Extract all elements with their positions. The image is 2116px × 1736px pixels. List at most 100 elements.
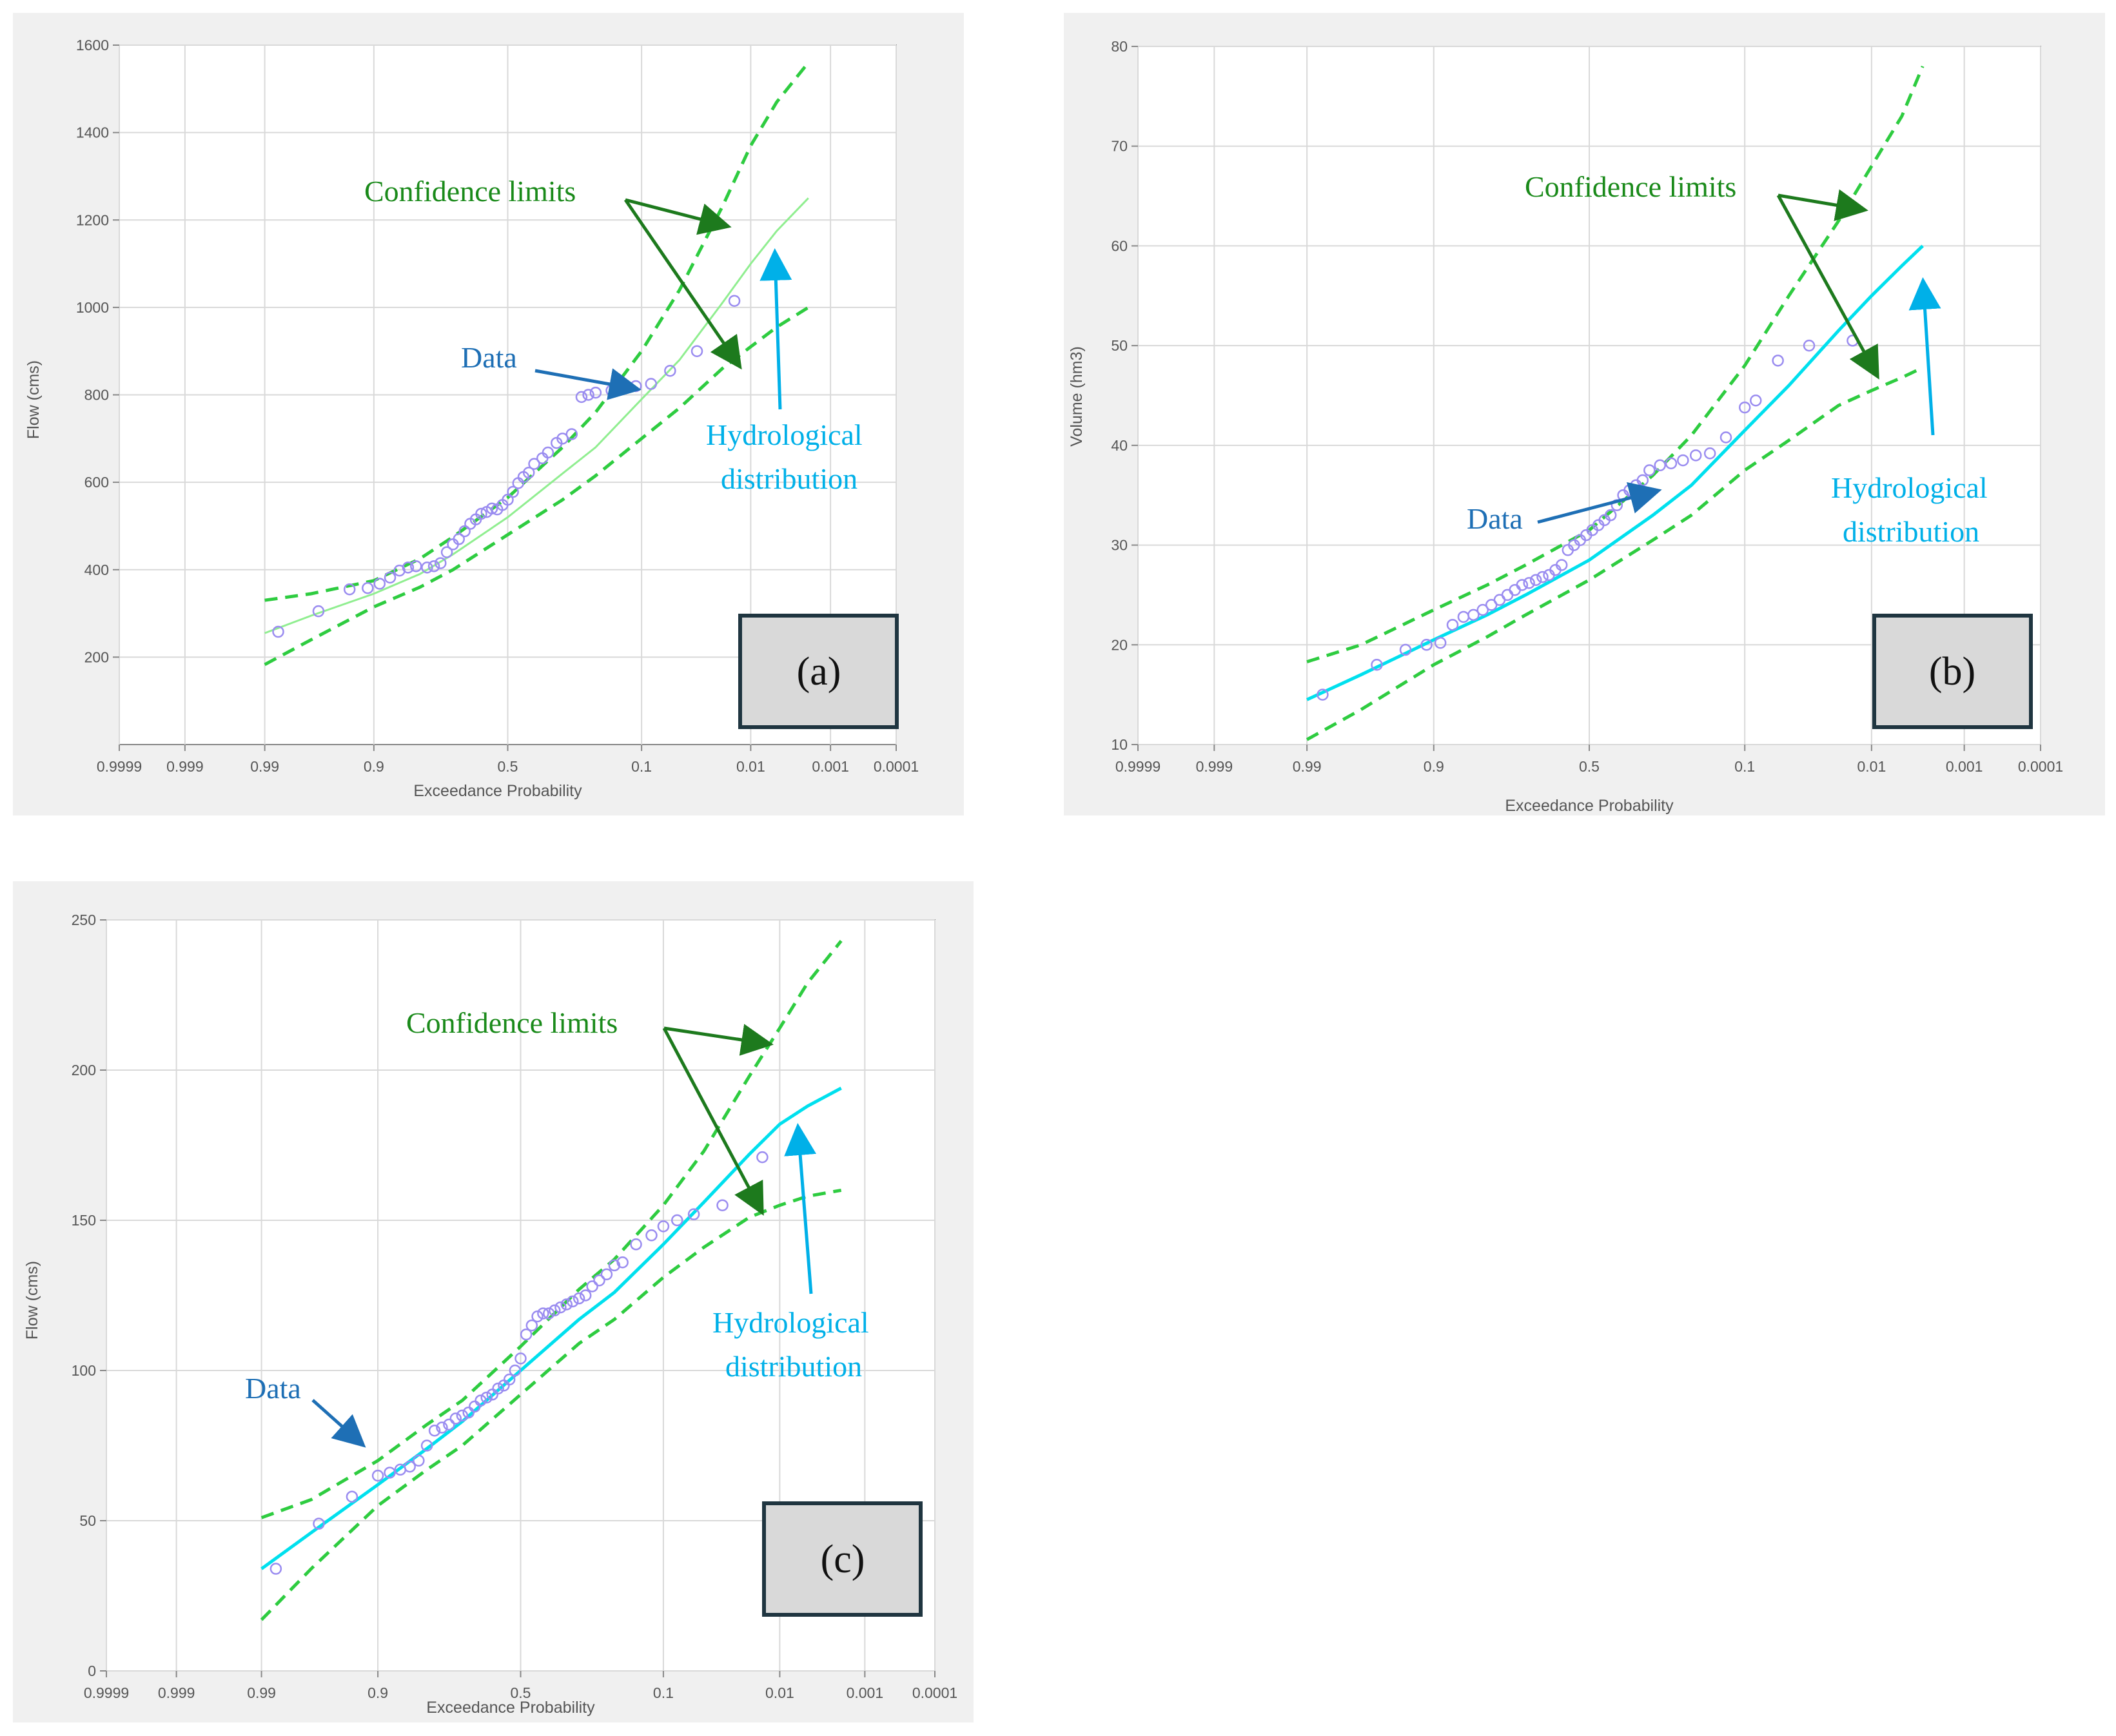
data-point (428, 1424, 441, 1437)
distribution-line (260, 1086, 842, 1570)
data-point (1654, 459, 1666, 472)
distribution-label-line1-c: Hydrological (712, 1306, 869, 1339)
data-arrow-c (311, 1399, 366, 1448)
x-tick-label: 0.001 (812, 758, 849, 775)
confidence-arrow-upper-a (625, 198, 732, 235)
data-point (554, 1301, 567, 1314)
data-point (671, 1214, 683, 1227)
data-point (522, 466, 535, 479)
x-ticks-b: 0.9999 0.999 0.99 0.9 0.5 0.1 0.01 0.001 0.0001 (1115, 745, 2063, 775)
data-point (371, 1469, 384, 1482)
upper-confidence-line (260, 940, 843, 1519)
data-label-b: Data (1467, 502, 1523, 535)
x-tick-label: 0.0001 (912, 1684, 957, 1701)
upper-confidence-line (264, 61, 810, 602)
data-point (560, 1298, 573, 1311)
data-point (645, 378, 658, 390)
data-point (528, 458, 540, 470)
x-tick-label: 0.999 (1196, 758, 1233, 775)
y-tick-label: 30 (1111, 537, 1128, 554)
data-point (542, 446, 554, 459)
data-point (404, 1460, 416, 1473)
data-point (509, 1364, 522, 1377)
data-point (421, 561, 433, 574)
x-tick-label: 0.001 (847, 1684, 884, 1701)
x-tick-label: 0.9999 (97, 758, 142, 775)
curves-c (260, 940, 843, 1621)
data-point (485, 502, 498, 515)
data-point (537, 1307, 549, 1320)
data-point (402, 561, 415, 574)
panel-label-box-a (738, 614, 899, 729)
data-point (456, 1409, 469, 1422)
data-point (514, 1352, 527, 1365)
chart-panel-c: 0.9999 0.999 0.99 0.9 0.5 0.1 0.01 0.001 0.0001 … (13, 881, 974, 1722)
y-tick-label: 20 (1111, 636, 1128, 653)
data-point (1467, 609, 1480, 621)
distribution-arrow-c (784, 1123, 817, 1294)
data-point (272, 625, 284, 638)
y-ticks-a: 200 400 600 800 1000 1200 1400 1600 (76, 37, 119, 665)
x-tick-label: 0.9999 (1115, 758, 1161, 775)
x-tick-label: 0.9 (1424, 758, 1444, 775)
panel-label-c: (c) (821, 1537, 865, 1581)
data-point (1703, 447, 1716, 460)
data-point (507, 485, 519, 498)
data-point (1536, 571, 1549, 583)
curves-b (1306, 65, 1925, 741)
confidence-label-a: Confidence limits (364, 175, 576, 208)
y-tick-label: 400 (84, 561, 109, 578)
data-point (579, 1289, 592, 1302)
x-tick-label: 0.0001 (874, 758, 919, 775)
y-tick-label: 60 (1111, 237, 1128, 254)
data-point (1516, 579, 1529, 591)
x-tick-label: 0.01 (736, 758, 765, 775)
confidence-arrow-lower-a (623, 199, 742, 370)
x-tick-label: 0.99 (1293, 758, 1322, 775)
data-point (1446, 619, 1459, 631)
data-point (420, 1439, 433, 1452)
lower-confidence-line (264, 306, 810, 667)
panel-label-b: (b) (1929, 650, 1975, 694)
y-axis-label-a: Flow (cms) (24, 360, 43, 439)
y-tick-label: 100 (72, 1362, 96, 1379)
data-point (343, 583, 356, 596)
data-point (503, 1373, 516, 1386)
chart-svg-b: 0.9999 0.999 0.99 0.9 0.5 0.1 0.01 0.001 0.0001 … (1068, 38, 2063, 815)
y-tick-label: 1000 (76, 299, 109, 316)
x-tick-label: 0.1 (653, 1684, 674, 1701)
data-point (475, 507, 487, 520)
data-point (1738, 401, 1751, 414)
x-tick-label: 0.5 (498, 758, 518, 775)
y-tick-label: 80 (1111, 38, 1128, 55)
chart-panel-b: 0.9999 0.999 0.99 0.9 0.5 0.1 0.01 0.001 0.0001 … (1064, 13, 2105, 815)
y-tick-label: 800 (84, 387, 109, 404)
x-tick-label: 0.999 (158, 1684, 195, 1701)
x-tick-label: 0.99 (247, 1684, 276, 1701)
x-tick-label: 0.01 (1857, 758, 1886, 775)
x-tick-label: 0.99 (250, 758, 279, 775)
data-point (608, 1259, 621, 1272)
data-point (616, 1256, 629, 1269)
confidence-arrow-lower-c (662, 1027, 764, 1216)
y-tick-label: 10 (1111, 736, 1128, 753)
x-axis-label-b: Exceedance Probability (1505, 797, 1674, 815)
data-point (269, 1563, 282, 1575)
confidence-label-b: Confidence limits (1525, 170, 1736, 203)
y-tick-label: 1400 (76, 124, 109, 141)
distribution-arrow-a (759, 248, 792, 410)
x-tick-label: 0.001 (1946, 758, 1983, 775)
data-point (413, 1454, 425, 1467)
data-point (593, 1274, 605, 1287)
distribution-label-line1-b: Hydrological (1831, 471, 1988, 504)
data-point (492, 1382, 504, 1395)
y-tick-label: 600 (84, 474, 109, 491)
data-point (475, 1394, 487, 1407)
x-tick-label: 0.9999 (84, 1684, 129, 1701)
data-point (435, 557, 447, 569)
distribution-label-line2-a: distribution (721, 462, 857, 495)
data-point (1772, 355, 1784, 367)
data-point (449, 1412, 462, 1425)
y-tick-label: 250 (72, 912, 96, 928)
data-point (520, 1328, 533, 1341)
